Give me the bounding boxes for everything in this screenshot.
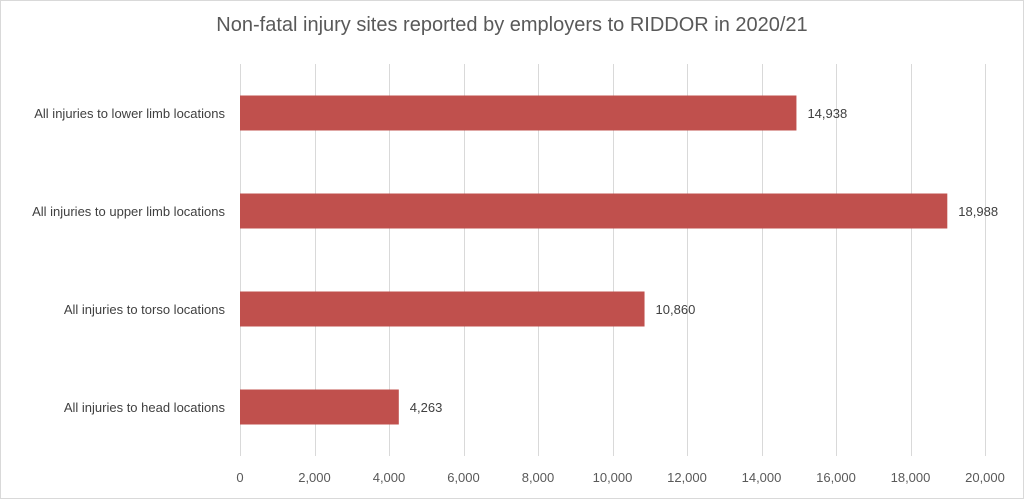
data-label: 4,263 — [410, 400, 443, 415]
value-labels: 14,938 18,988 10,860 4,263 — [410, 106, 998, 415]
x-tick-label: 8,000 — [522, 470, 555, 485]
x-tick-label: 14,000 — [742, 470, 782, 485]
bar — [240, 389, 399, 425]
bar — [240, 95, 797, 131]
data-label: 10,860 — [656, 302, 696, 317]
bar — [240, 291, 645, 327]
x-tick-label: 0 — [236, 470, 243, 485]
bars — [240, 95, 948, 425]
x-tick-label: 2,000 — [298, 470, 331, 485]
bar — [240, 193, 948, 229]
chart-title: Non-fatal injury sites reported by emplo… — [216, 14, 808, 36]
x-tick-label: 18,000 — [891, 470, 931, 485]
x-tick-label: 20,000 — [965, 470, 1005, 485]
x-tick-label: 4,000 — [373, 470, 406, 485]
data-label: 18,988 — [958, 204, 998, 219]
category-labels: All injuries to lower limb locations All … — [32, 106, 225, 415]
data-label: 14,938 — [807, 106, 847, 121]
x-tick-label: 16,000 — [816, 470, 856, 485]
category-label: All injuries to torso locations — [64, 302, 226, 317]
category-label: All injuries to head locations — [64, 400, 226, 415]
x-tick-label: 10,000 — [593, 470, 633, 485]
x-tick-label: 12,000 — [667, 470, 707, 485]
x-axis-tick-labels: 0 2,000 4,000 6,000 8,000 10,000 12,000 14,000 1… — [236, 470, 1005, 485]
x-tick-label: 6,000 — [447, 470, 480, 485]
category-label: All injuries to lower limb locations — [34, 106, 225, 121]
category-label: All injuries to upper limb locations — [32, 204, 225, 219]
